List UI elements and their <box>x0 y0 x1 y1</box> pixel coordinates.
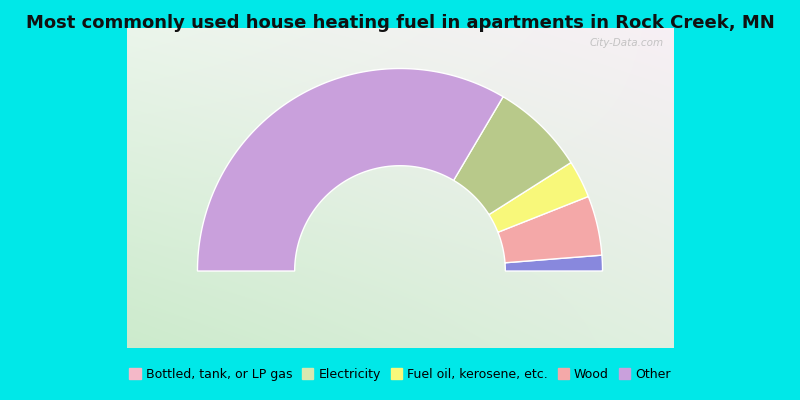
Polygon shape <box>505 255 602 271</box>
Text: Most commonly used house heating fuel in apartments in Rock Creek, MN: Most commonly used house heating fuel in… <box>26 14 774 32</box>
Text: City-Data.com: City-Data.com <box>589 38 663 48</box>
Polygon shape <box>454 97 571 215</box>
Polygon shape <box>198 68 503 271</box>
Legend: Bottled, tank, or LP gas, Electricity, Fuel oil, kerosene, etc., Wood, Other: Bottled, tank, or LP gas, Electricity, F… <box>124 363 676 386</box>
Polygon shape <box>489 162 588 232</box>
Polygon shape <box>498 196 602 263</box>
